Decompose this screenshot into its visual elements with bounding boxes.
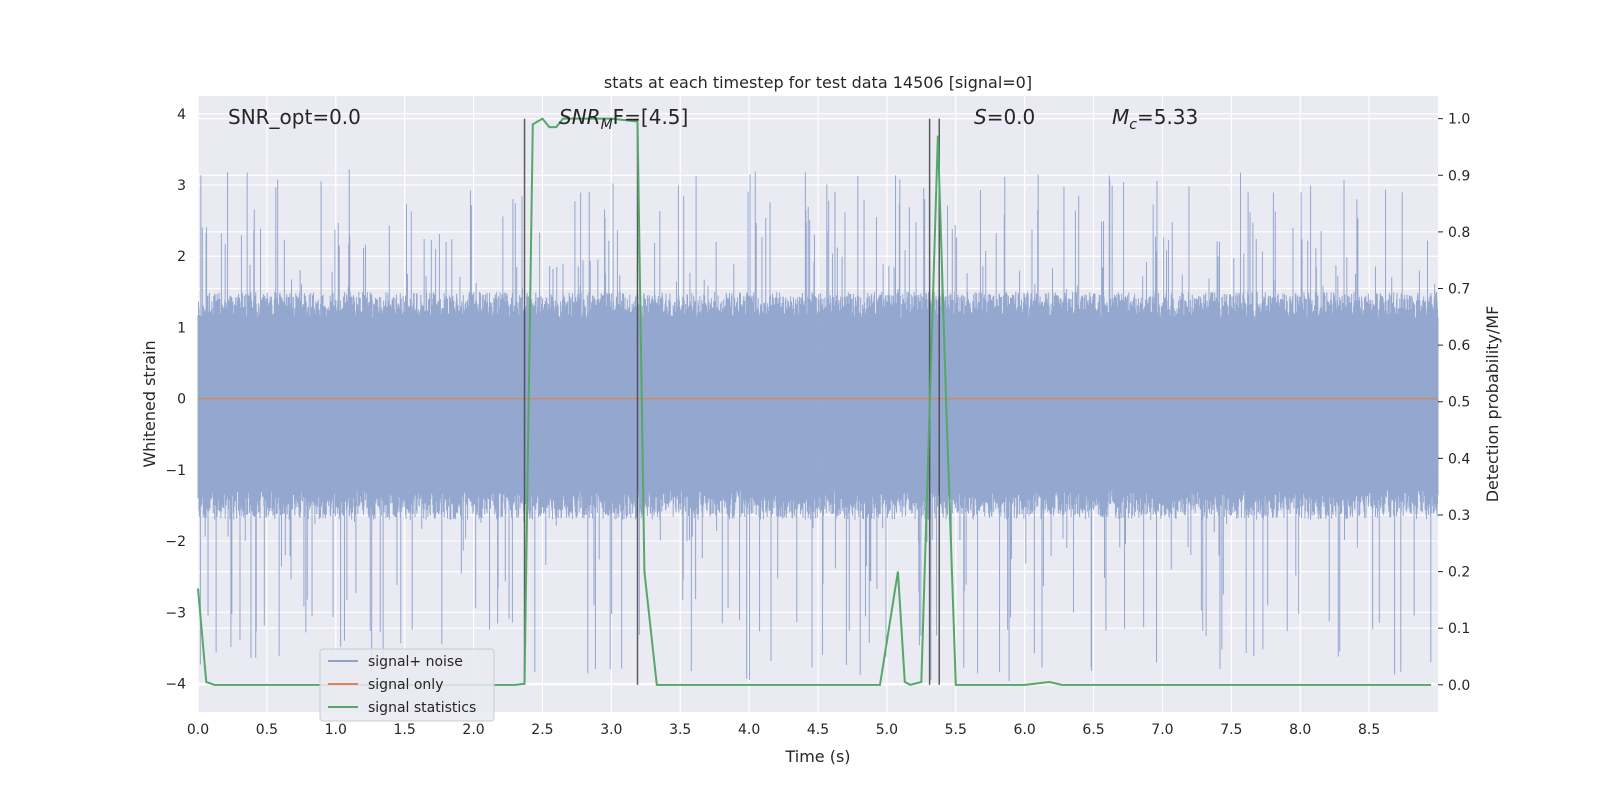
y2-tick-label: 0.9 [1448,168,1470,184]
y-axis-ticks: 4 3 2 1 0 −1 −2 −3 −4 [165,107,186,693]
y2-tick-label: 0.7 [1448,282,1470,298]
y2-tick-label: 0.3 [1448,508,1470,524]
y2-tick-label: 0.8 [1448,225,1470,241]
x-tick-label: 1.5 [394,722,416,738]
annotation-mc-rest: =5.33 [1137,105,1198,129]
x-tick-label: 6.0 [1014,722,1036,738]
y-tick-label: 3 [177,178,186,194]
y2-axis-label: Detection probability/MF [1483,306,1502,503]
annotation-mc-sub: c [1129,117,1137,133]
y-tick-label: −4 [165,677,186,693]
legend-label-signal-statistics: signal statistics [368,700,476,716]
annotation-mc-name: M [1112,105,1129,129]
y2-tick-label: 0.4 [1448,451,1470,467]
x-tick-label: 2.0 [462,722,484,738]
chart-title: stats at each timestep for test data 145… [604,73,1032,92]
y2-tick-label: 0.2 [1448,565,1470,581]
x-tick-label: 3.5 [669,722,691,738]
annotation-snr-mf-rest: F=[4.5] [613,105,689,129]
legend-box [319,648,495,722]
y2-tick-label: 0.6 [1448,338,1470,354]
annotation-s-name: S [974,105,987,129]
y2-tick-label: 1.0 [1448,112,1470,128]
annotation-mc: Mc=5.33 [1112,105,1198,133]
y2-tick-label: 0.5 [1448,395,1470,411]
annotation-snr-mf-name: SNR [559,105,601,129]
annotation-snr-mf: SNRMF=[4.5] [559,105,688,133]
legend: signal+ noise signal only signal statist… [319,648,495,722]
legend-label-signal-only: signal only [368,677,443,693]
x-tick-label: 4.5 [807,722,829,738]
x-tick-label: 6.5 [1082,722,1104,738]
series-signal-statistics [197,117,1432,686]
x-axis-label: Time (s) [784,747,850,766]
x-tick-label: 7.0 [1151,722,1173,738]
x-tick-label: 2.5 [531,722,553,738]
y-tick-label: 2 [177,249,186,265]
x-tick-label: 0.5 [256,722,278,738]
x-tick-label: 3.0 [600,722,622,738]
y-tick-label: 4 [177,107,186,123]
noise-trace [197,169,1439,681]
x-tick-label: 4.0 [738,722,760,738]
x-tick-label: 1.0 [325,722,347,738]
legend-label-signal-noise: signal+ noise [368,654,463,670]
x-tick-label: 7.5 [1220,722,1242,738]
x-tick-label: 0.0 [187,722,209,738]
y-axis-label: Whitened strain [140,340,159,467]
x-tick-label: 8.5 [1358,722,1380,738]
y-tick-label: 1 [177,320,186,336]
x-tick-label: 5.5 [945,722,967,738]
annotation-s-rest: =0.0 [987,105,1036,129]
x-axis-ticks: 0.0 0.5 1.0 1.5 2.0 2.5 3.0 3.5 4.0 4.5 5.0 5.5 6.0 6… [187,722,1380,738]
series-signal-noise [197,169,1439,681]
y-tick-label: −1 [165,463,186,479]
signal-statistics-line [197,117,1432,686]
annotation-snr-mf-sub: M [601,117,613,133]
y2-axis-ticks: 1.0 0.9 0.8 0.7 0.6 0.5 0.4 0.3 0.2 0.1 0.0 [1438,112,1470,694]
x-tick-label: 8.0 [1289,722,1311,738]
annotation-s: S=0.0 [974,105,1035,129]
y2-tick-label: 0.0 [1448,678,1470,694]
x-tick-label: 5.0 [876,722,898,738]
y-tick-label: −2 [165,534,186,550]
y-tick-label: 0 [177,392,186,408]
y-tick-label: −3 [165,605,186,621]
y2-tick-label: 0.1 [1448,621,1470,637]
annotation-snr-opt: SNR_opt=0.0 [228,105,361,129]
